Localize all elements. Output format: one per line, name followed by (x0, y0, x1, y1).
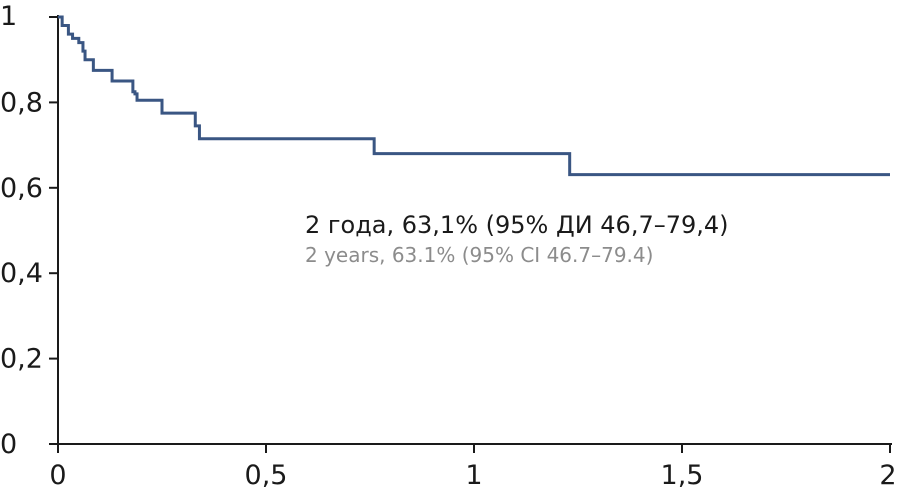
y-tick-label: 0 (0, 429, 17, 460)
x-tick-label: 0 (49, 460, 66, 491)
x-tick-label: 1 (465, 460, 482, 491)
y-tick-label: 0,2 (0, 344, 43, 375)
x-tick-label: 0,5 (245, 460, 288, 491)
annotations: 2 года, 63,1% (95% ДИ 46,7–79,4) 2 years… (305, 211, 729, 267)
annotation-en: 2 years, 63.1% (95% CI 46.7–79.4) (305, 243, 653, 267)
x-ticks: 0 0,5 1 1,5 2 (49, 444, 897, 491)
y-tick-label: 1 (0, 1, 17, 32)
x-tick-label: 2 (879, 460, 896, 491)
annotation-ru: 2 года, 63,1% (95% ДИ 46,7–79,4) (305, 211, 729, 239)
y-ticks: 0 0,2 0,4 0,6 0,8 1 (0, 1, 58, 460)
y-tick-label: 0,4 (0, 258, 43, 289)
series-group (58, 15, 890, 177)
survival-step-line (58, 15, 890, 177)
y-tick-label: 0,6 (0, 173, 43, 204)
y-tick-label: 0,8 (0, 87, 43, 118)
x-tick-label: 1,5 (661, 460, 704, 491)
